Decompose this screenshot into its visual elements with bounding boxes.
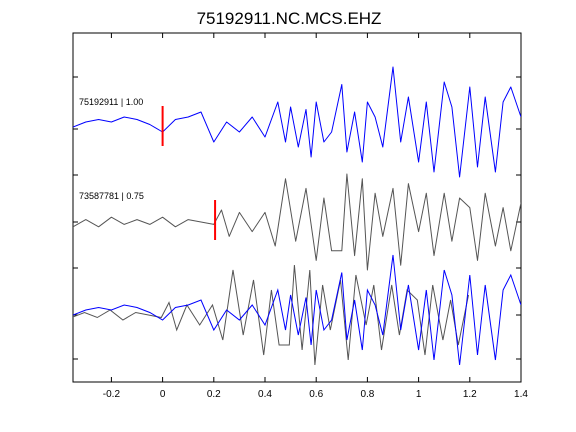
overlay-match-line <box>73 264 469 366</box>
x-tick-label: 0.6 <box>309 389 323 400</box>
x-tick-label: 0.4 <box>258 389 272 400</box>
trace-labels: 75192911 | 1.00 73587781 | 0.75 <box>79 97 144 201</box>
trace-label: 75192911 | 1.00 <box>79 97 143 107</box>
trace-line <box>73 173 521 271</box>
chart-title: 75192911.NC.MCS.EHZ <box>197 9 382 28</box>
x-axis: -0.2 0 0.2 0.4 0.6 0.8 1 1.2 1.4 <box>103 33 528 400</box>
x-tick-label: 0 <box>160 389 166 400</box>
traces-group <box>73 66 521 366</box>
x-tick-label: 0.8 <box>360 389 374 400</box>
overlay-template-line <box>73 254 521 366</box>
x-tick-label: 0.2 <box>207 389 221 400</box>
x-tick-label: 1.2 <box>463 389 477 400</box>
trace-label: 73587781 | 0.75 <box>79 191 144 201</box>
x-tick-label: 1 <box>416 389 422 400</box>
x-tick-label: -0.2 <box>103 389 121 400</box>
x-tick-label: 1.4 <box>514 389 528 400</box>
plot-frame <box>72 32 522 383</box>
trace-line <box>73 66 521 178</box>
